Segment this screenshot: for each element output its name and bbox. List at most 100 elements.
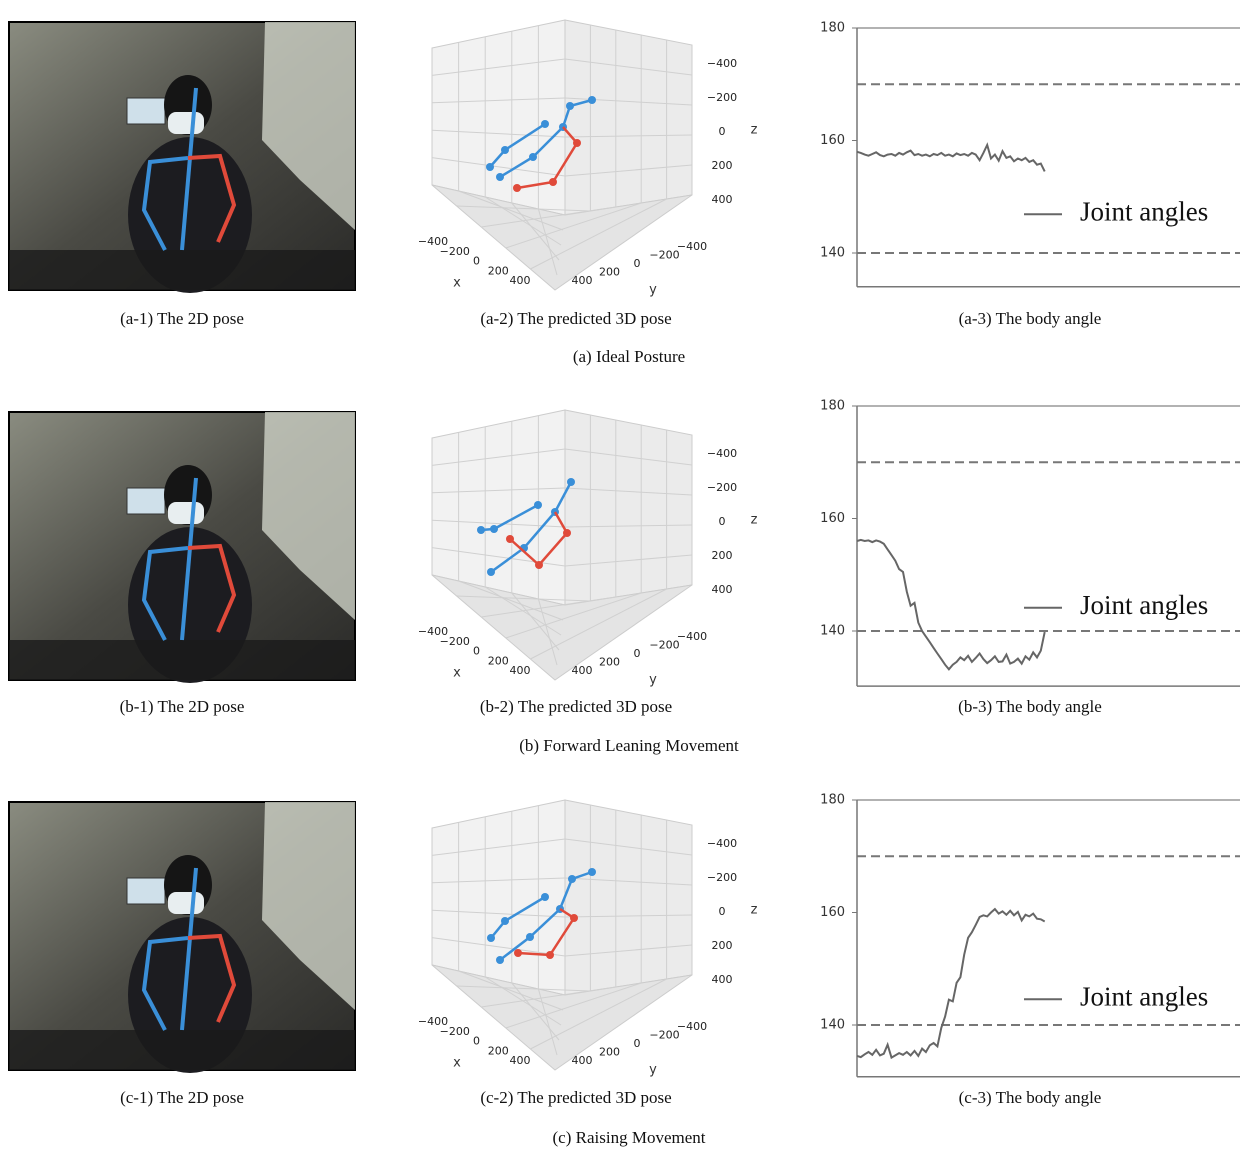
pane-left <box>431 409 566 606</box>
mask <box>168 112 204 134</box>
pane-grid <box>431 487 566 494</box>
joint <box>513 184 521 192</box>
pose-2d-blue <box>141 546 189 641</box>
legend-label: Joint angles <box>1080 197 1208 227</box>
row-caption: (c) Raising Movement <box>553 1128 706 1147</box>
pane-grid <box>481 986 616 1008</box>
x-tick-label: 0 <box>473 1035 480 1048</box>
pose-3d-blue <box>490 481 573 574</box>
x-tick-label: 400 <box>510 1054 531 1067</box>
pane-grid <box>511 202 560 261</box>
pane-grid <box>564 838 693 856</box>
z-tick-label: 200 <box>712 549 733 562</box>
joint <box>496 956 504 964</box>
z-axis-label: z <box>751 513 758 528</box>
y-axis-label: y <box>649 283 657 298</box>
y-tick-label: −400 <box>677 240 707 253</box>
z-tick-label: 400 <box>712 973 733 986</box>
joint <box>501 917 509 925</box>
pane-grid <box>431 547 566 567</box>
y-tick-label: 0 <box>634 647 641 660</box>
desk <box>9 640 355 680</box>
x-tick-label: −400 <box>418 1015 448 1028</box>
mask <box>168 502 204 524</box>
y-tick-label: −200 <box>649 639 679 652</box>
pane-grid <box>564 487 693 496</box>
panel-caption: (b-2) The predicted 3D pose <box>480 697 672 716</box>
desk <box>9 250 355 290</box>
y-tick-label: 0 <box>634 257 641 270</box>
joint <box>526 933 534 941</box>
pane-grid <box>511 592 560 651</box>
pose-2d-blue <box>180 867 198 1031</box>
joint <box>490 525 498 533</box>
x-tick-label: 400 <box>510 274 531 287</box>
panel-caption: (c-2) The predicted 3D pose <box>480 1088 671 1107</box>
joint <box>568 875 576 883</box>
y-tick-label: 160 <box>820 905 845 920</box>
row-caption: (b) Forward Leaning Movement <box>519 736 739 755</box>
pane-grid <box>564 554 693 567</box>
joint <box>534 501 542 509</box>
joint <box>570 914 578 922</box>
z-tick-label: 200 <box>712 939 733 952</box>
pose-2d-blue <box>141 936 189 1031</box>
pose-2d-red <box>187 933 237 1023</box>
x-tick-label: −400 <box>418 235 448 248</box>
pane-grid <box>505 202 642 249</box>
y-tick-label: −200 <box>649 249 679 262</box>
z-tick-label: 0 <box>719 905 726 918</box>
pane-grid <box>564 58 693 76</box>
joint <box>496 173 504 181</box>
x-tick-label: 400 <box>510 664 531 677</box>
x-tick-label: 200 <box>488 264 509 277</box>
y-tick-label: 200 <box>599 266 620 279</box>
pane-grid <box>456 595 591 602</box>
pose-3d-red <box>509 511 569 567</box>
panel-caption: (b-1) The 2D pose <box>120 697 245 716</box>
z-tick-label: −200 <box>707 91 737 104</box>
x-tick-label: 0 <box>473 255 480 268</box>
legend-label: Joint angles <box>1080 590 1208 620</box>
joint <box>588 868 596 876</box>
z-tick-label: 200 <box>712 159 733 172</box>
pose-2d-red <box>187 543 237 633</box>
x-tick-label: −200 <box>440 635 470 648</box>
y-axis-label: y <box>649 1063 657 1078</box>
z-axis-label: z <box>751 903 758 918</box>
pane-grid <box>530 198 667 270</box>
z-tick-label: 400 <box>712 583 733 596</box>
joint <box>477 526 485 534</box>
pane-grid <box>431 58 566 76</box>
pane-grid <box>431 157 566 177</box>
y-tick-label: 160 <box>820 511 845 526</box>
pane-grid <box>505 592 642 639</box>
y-tick-label: 180 <box>820 21 845 36</box>
pane-grid <box>431 877 566 884</box>
pane-floor <box>431 574 693 681</box>
pane-grid <box>456 205 591 212</box>
panel-caption: (a-3) The body angle <box>959 309 1102 328</box>
y-tick-label: −400 <box>677 630 707 643</box>
x-axis-label: x <box>453 666 461 681</box>
pane-grid <box>537 208 558 276</box>
joint <box>486 163 494 171</box>
y-tick-label: 200 <box>599 1046 620 1059</box>
x-tick-label: −200 <box>440 1025 470 1038</box>
pane-grid <box>431 838 566 856</box>
pane-grid <box>484 196 562 246</box>
pane-grid <box>458 970 564 1011</box>
z-tick-label: 0 <box>719 515 726 528</box>
data-line <box>856 907 1046 1060</box>
x-axis-label: x <box>453 1056 461 1071</box>
panel-caption: (b-3) The body angle <box>958 697 1102 716</box>
y-tick-label: 200 <box>599 656 620 669</box>
y-tick-label: 400 <box>572 274 593 287</box>
y-tick-label: 140 <box>820 624 845 639</box>
z-tick-label: −200 <box>707 871 737 884</box>
pane-grid <box>458 190 564 231</box>
joint <box>487 934 495 942</box>
